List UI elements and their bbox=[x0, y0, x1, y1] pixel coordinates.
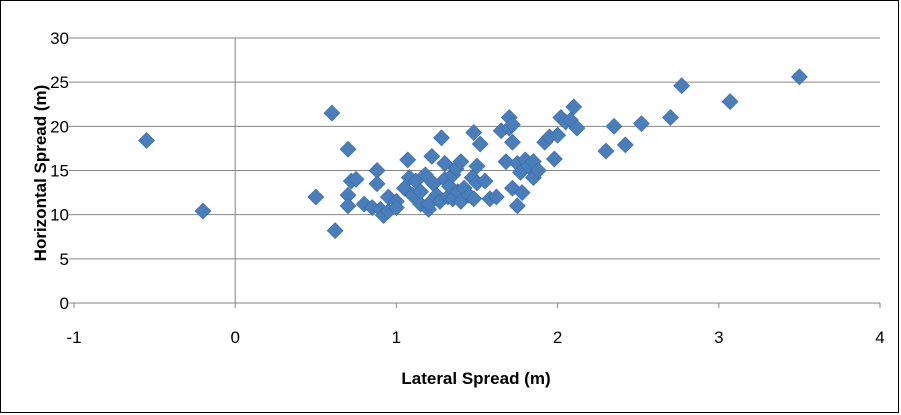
x-tick-label: 4 bbox=[875, 328, 884, 347]
data-point bbox=[468, 157, 486, 175]
y-tick-label: 20 bbox=[50, 117, 69, 136]
data-point bbox=[549, 126, 567, 144]
axes bbox=[69, 37, 881, 308]
data-point bbox=[423, 147, 441, 165]
x-tick-label: 3 bbox=[714, 328, 723, 347]
data-point bbox=[476, 172, 494, 190]
data-point bbox=[433, 129, 450, 147]
data-point bbox=[465, 124, 483, 141]
data-point bbox=[545, 150, 563, 168]
data-point bbox=[790, 68, 808, 86]
data-point bbox=[339, 197, 357, 215]
data-point bbox=[632, 115, 650, 133]
data-point bbox=[412, 183, 430, 201]
data-points bbox=[138, 68, 808, 239]
data-point bbox=[416, 166, 434, 184]
data-point bbox=[673, 77, 691, 95]
y-tick-label: 25 bbox=[50, 73, 69, 92]
y-tick-label: 10 bbox=[50, 206, 69, 225]
data-point bbox=[194, 202, 212, 220]
tick-labels: 0 5 10 15 20 25 30 -1 0 1 2 3 4 bbox=[50, 29, 885, 347]
data-point bbox=[565, 98, 583, 116]
x-tick-label: -1 bbox=[66, 328, 81, 347]
data-point bbox=[326, 222, 344, 239]
y-tick-label: 0 bbox=[60, 294, 69, 313]
data-point bbox=[597, 142, 615, 160]
data-point bbox=[513, 184, 531, 202]
data-point bbox=[307, 188, 325, 206]
y-axis-title: Horizontal Spread (m) bbox=[31, 85, 50, 262]
data-point bbox=[504, 133, 521, 151]
x-tick-label: 2 bbox=[553, 328, 562, 347]
data-point bbox=[529, 162, 547, 179]
y-tick-label: 30 bbox=[50, 29, 69, 48]
data-point bbox=[471, 135, 489, 153]
data-point bbox=[662, 109, 679, 126]
data-point bbox=[616, 136, 634, 154]
data-point bbox=[504, 116, 521, 133]
data-point bbox=[605, 117, 623, 135]
data-point bbox=[465, 190, 483, 208]
data-point bbox=[568, 119, 586, 137]
data-point bbox=[368, 175, 386, 193]
x-tick-label: 0 bbox=[230, 328, 239, 347]
data-point bbox=[508, 197, 526, 215]
x-tick-label: 1 bbox=[392, 328, 401, 347]
data-point bbox=[138, 132, 155, 149]
data-point bbox=[399, 151, 417, 169]
data-point bbox=[387, 199, 405, 217]
data-point bbox=[323, 104, 341, 122]
data-point bbox=[497, 153, 515, 171]
data-point bbox=[452, 153, 470, 171]
data-point bbox=[721, 93, 739, 111]
y-tick-label: 5 bbox=[60, 250, 69, 269]
data-point bbox=[487, 188, 505, 206]
data-point bbox=[347, 170, 365, 188]
y-tick-label: 15 bbox=[50, 162, 69, 181]
data-point bbox=[339, 140, 357, 158]
x-axis-title: Lateral Spread (m) bbox=[401, 369, 550, 388]
